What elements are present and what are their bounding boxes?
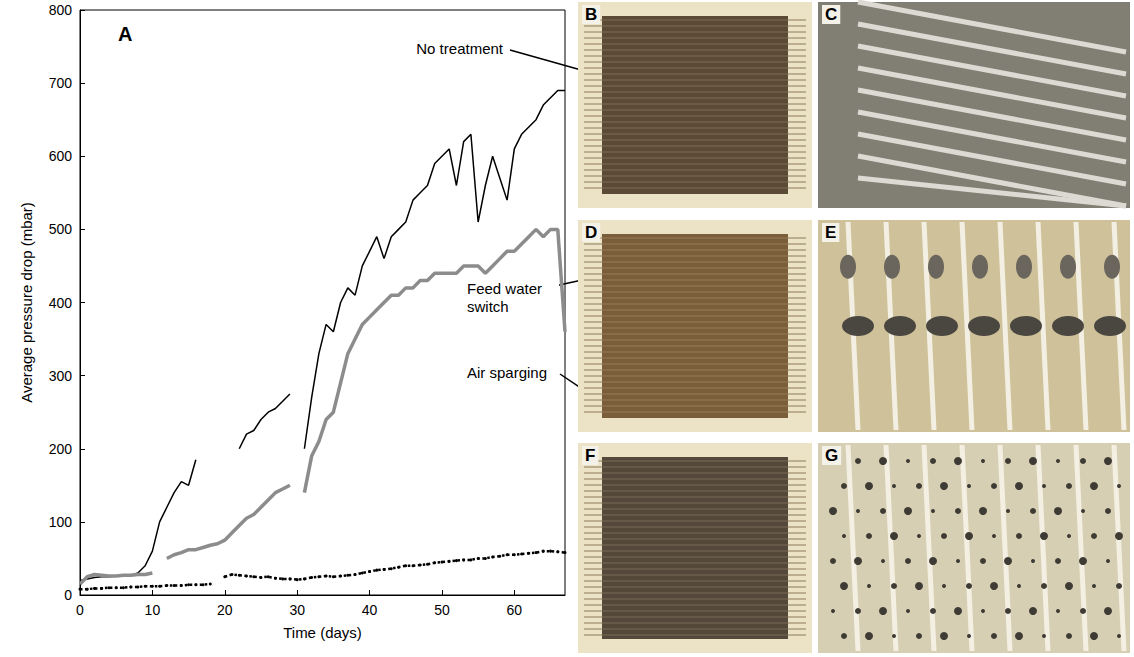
svg-text:No treatment: No treatment — [416, 40, 504, 57]
svg-text:400: 400 — [49, 295, 73, 311]
svg-text:20: 20 — [217, 602, 233, 618]
svg-text:E: E — [825, 223, 836, 242]
svg-text:0: 0 — [64, 587, 72, 603]
svg-text:B: B — [585, 5, 597, 24]
svg-text:0: 0 — [76, 602, 84, 618]
svg-text:700: 700 — [49, 75, 73, 91]
svg-text:10: 10 — [145, 602, 161, 618]
svg-text:G: G — [825, 446, 838, 465]
svg-text:D: D — [585, 223, 597, 242]
svg-text:Air sparging: Air sparging — [467, 364, 547, 381]
svg-text:A: A — [118, 23, 132, 45]
svg-text:Time (days): Time (days) — [283, 624, 362, 641]
svg-text:200: 200 — [49, 441, 73, 457]
svg-text:Feed water: Feed water — [467, 280, 546, 297]
svg-text:100: 100 — [49, 514, 73, 530]
svg-text:50: 50 — [434, 602, 450, 618]
svg-text:switch: switch — [467, 298, 509, 315]
svg-text:30: 30 — [289, 602, 305, 618]
svg-text:500: 500 — [49, 221, 73, 237]
svg-text:300: 300 — [49, 368, 73, 384]
svg-text:60: 60 — [507, 602, 523, 618]
svg-text:600: 600 — [49, 148, 73, 164]
svg-text:C: C — [825, 5, 837, 24]
svg-text:F: F — [585, 446, 595, 465]
svg-text:40: 40 — [362, 602, 378, 618]
svg-text:Average pressure drop (mbar): Average pressure drop (mbar) — [18, 202, 35, 403]
svg-text:800: 800 — [49, 2, 73, 18]
